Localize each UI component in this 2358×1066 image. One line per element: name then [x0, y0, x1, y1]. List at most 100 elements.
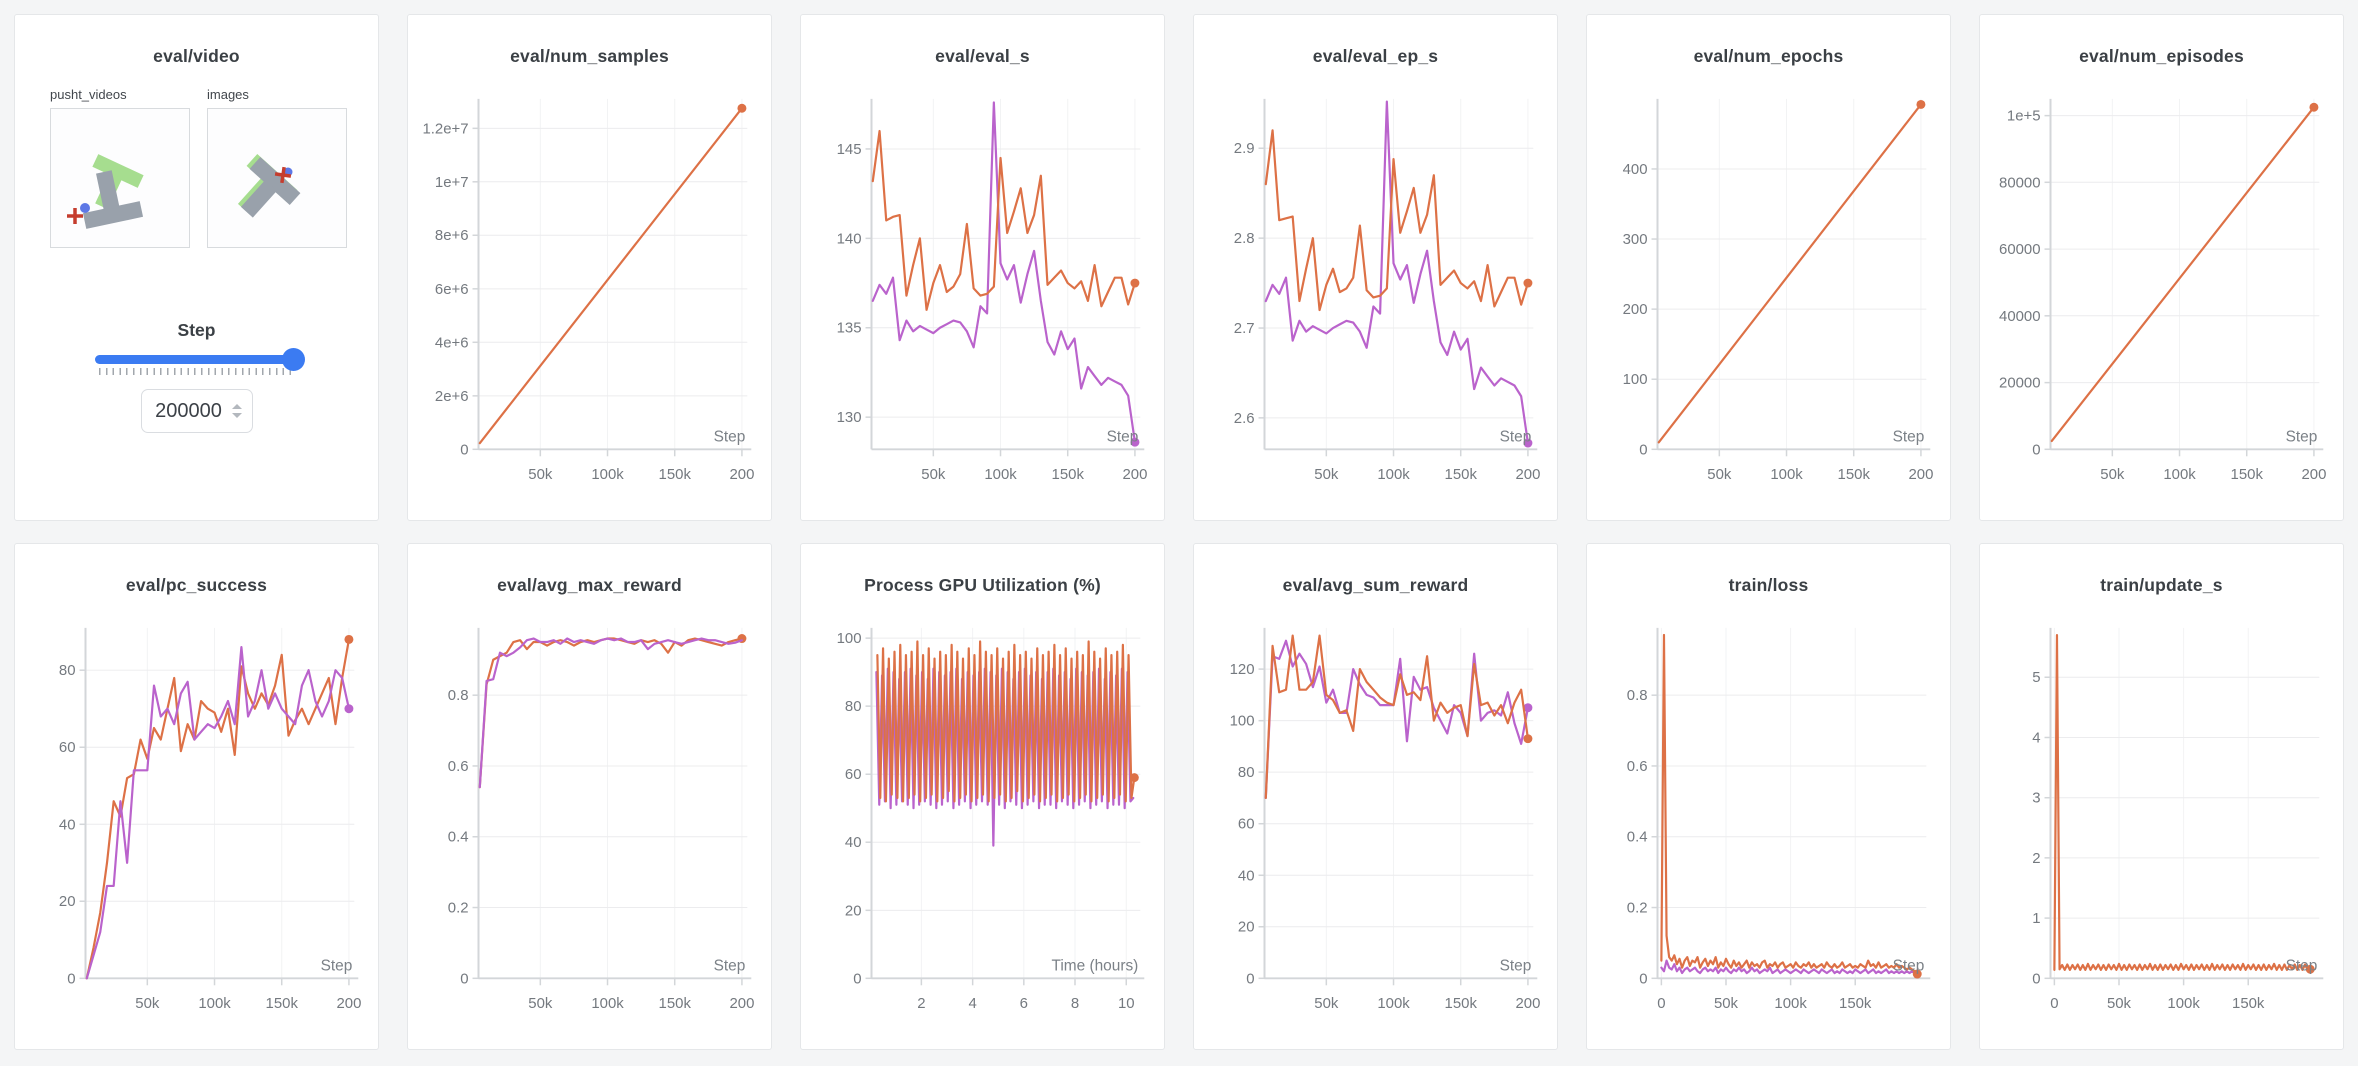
chart-title: eval/num_epochs — [1693, 46, 1844, 66]
panel-eval-num-samples: eval/num_samples 50k 100k 150k 200 0 2e+6 4e+6… — [407, 14, 772, 521]
line-chart[interactable]: 50k 100k 150k 200 0 20 40 60 80 100 120 Step — [1194, 600, 1558, 1049]
svg-text:0: 0 — [1657, 995, 1665, 1012]
svg-text:100k: 100k — [591, 995, 624, 1012]
svg-text:40: 40 — [1238, 867, 1255, 884]
svg-text:0: 0 — [2050, 995, 2058, 1012]
pusht-scene-image — [67, 154, 144, 229]
svg-text:100k: 100k — [1774, 995, 1807, 1012]
svg-text:80000: 80000 — [1999, 174, 2041, 191]
panel-eval-avg-sum-reward: eval/avg_sum_reward 50k 100k 150k 200 0 20 40 6… — [1193, 543, 1558, 1050]
slider-thumb[interactable] — [281, 348, 305, 371]
chart-title: eval/pc_success — [125, 575, 268, 595]
step-value-input[interactable]: 200000 — [140, 389, 253, 433]
chart-title: eval/avg_sum_reward — [1282, 575, 1469, 595]
panel-eval-video: eval/video pusht_videos images — [14, 14, 379, 521]
svg-text:0: 0 — [460, 441, 468, 458]
line-chart[interactable]: 50k 100k 150k 200 0 2e+6 4e+6 6e+6 8e+6 1e+7 1.2e+… — [408, 71, 772, 520]
svg-text:200: 200 — [336, 995, 361, 1012]
svg-text:Step: Step — [714, 428, 746, 445]
svg-text:0: 0 — [67, 970, 75, 987]
svg-text:10: 10 — [1118, 995, 1135, 1012]
line-chart[interactable]: 0 50k 100k 150k 0 0.2 0.4 0.6 0.8 Step — [1587, 600, 1951, 1049]
line-chart[interactable]: 50k 100k 150k 200 0 20000 40000 60000 80000 1e+5 S… — [1980, 71, 2344, 520]
svg-text:150k: 150k — [1052, 466, 1085, 483]
svg-text:2: 2 — [917, 995, 925, 1012]
decrement-icon[interactable] — [231, 413, 242, 418]
svg-text:100k: 100k — [984, 466, 1017, 483]
line-chart[interactable]: 50k 100k 150k 200 0 20 40 60 80 Step — [15, 600, 379, 1049]
svg-text:50k: 50k — [135, 995, 160, 1012]
media-labels: pusht_videos images — [50, 87, 378, 102]
svg-text:0.8: 0.8 — [448, 687, 469, 704]
svg-text:0.2: 0.2 — [1627, 900, 1648, 917]
step-slider[interactable] — [94, 348, 305, 375]
svg-text:80: 80 — [845, 698, 862, 715]
increment-icon[interactable] — [231, 404, 242, 409]
line-chart[interactable]: 50k 100k 150k 200 130 135 140 145 Step — [801, 71, 1165, 520]
svg-text:0.2: 0.2 — [448, 900, 469, 917]
svg-text:100: 100 — [837, 630, 862, 647]
media-key-label: pusht_videos — [50, 87, 127, 102]
panel-title: eval/video — [153, 46, 240, 66]
chart-title: eval/eval_ep_s — [1312, 46, 1439, 66]
image-thumbnail[interactable] — [207, 108, 347, 248]
chart-title: eval/eval_s — [935, 46, 1030, 66]
svg-text:Step: Step — [1500, 957, 1532, 974]
svg-text:4e+6: 4e+6 — [435, 334, 469, 351]
svg-text:1.2e+7: 1.2e+7 — [422, 120, 468, 137]
svg-text:135: 135 — [837, 320, 862, 337]
line-chart[interactable]: 50k 100k 150k 200 0 0.2 0.4 0.6 0.8 Step — [408, 600, 772, 1049]
svg-text:6e+6: 6e+6 — [435, 281, 469, 298]
chart-title: eval/avg_max_reward — [497, 575, 682, 595]
svg-text:140: 140 — [837, 230, 862, 247]
svg-text:8: 8 — [1071, 995, 1079, 1012]
svg-text:2.8: 2.8 — [1234, 230, 1255, 247]
step-slider-label: Step — [177, 320, 216, 340]
svg-text:80: 80 — [59, 662, 76, 679]
svg-text:200: 200 — [729, 466, 754, 483]
svg-text:Step: Step — [1500, 428, 1532, 445]
video-thumbnail-pusht[interactable] — [50, 108, 190, 248]
svg-text:50k: 50k — [528, 466, 553, 483]
svg-text:100k: 100k — [2163, 466, 2196, 483]
svg-text:Step: Step — [2286, 957, 2318, 974]
svg-text:145: 145 — [837, 141, 862, 158]
panel-train-update-s: train/update_s 0 50k 100k 150k 0 1 2 3 4 5 Step — [1979, 543, 2344, 1050]
svg-text:100k: 100k — [1770, 466, 1803, 483]
line-chart[interactable]: 0 50k 100k 150k 0 1 2 3 4 5 Step — [1980, 600, 2344, 1049]
svg-text:120: 120 — [1230, 661, 1255, 678]
svg-text:50k: 50k — [1314, 995, 1339, 1012]
stepper-arrows[interactable] — [231, 404, 242, 418]
gray-t-shape — [82, 170, 144, 229]
svg-text:50k: 50k — [2100, 466, 2125, 483]
svg-text:60000: 60000 — [1999, 241, 2041, 258]
slider-track[interactable] — [94, 355, 299, 364]
svg-text:1e+5: 1e+5 — [2007, 108, 2041, 125]
svg-text:20: 20 — [1238, 919, 1255, 936]
svg-text:150k: 150k — [659, 466, 692, 483]
svg-text:200: 200 — [729, 995, 754, 1012]
svg-text:Time (hours): Time (hours) — [1051, 957, 1138, 974]
svg-text:0.4: 0.4 — [1627, 829, 1648, 846]
step-value[interactable]: 200000 — [155, 399, 222, 422]
svg-text:60: 60 — [1238, 816, 1255, 833]
svg-text:2: 2 — [2032, 850, 2040, 867]
svg-text:5: 5 — [2032, 669, 2040, 686]
svg-text:100k: 100k — [198, 995, 231, 1012]
svg-text:60: 60 — [59, 739, 76, 756]
svg-text:300: 300 — [1623, 231, 1648, 248]
svg-text:0: 0 — [1639, 970, 1647, 987]
media-thumbnails — [50, 108, 378, 248]
agent-dot — [80, 203, 90, 213]
panel-eval-num-episodes: eval/num_episodes 50k 100k 150k 200 0 20000 40… — [1979, 14, 2344, 521]
svg-text:80: 80 — [1238, 764, 1255, 781]
svg-text:130: 130 — [837, 409, 862, 426]
panel-eval-pc-success: eval/pc_success 50k 100k 150k 200 0 20 40 60 80 S… — [14, 543, 379, 1050]
line-chart[interactable]: 50k 100k 150k 200 0 100 200 300 400 Step — [1587, 71, 1951, 520]
svg-text:50k: 50k — [1714, 995, 1739, 1012]
svg-text:3: 3 — [2032, 790, 2040, 807]
svg-text:100: 100 — [1230, 713, 1255, 730]
media-key-label: images — [207, 87, 249, 102]
line-chart[interactable]: 50k 100k 150k 200 2.6 2.7 2.8 2.9 Step — [1194, 71, 1558, 520]
